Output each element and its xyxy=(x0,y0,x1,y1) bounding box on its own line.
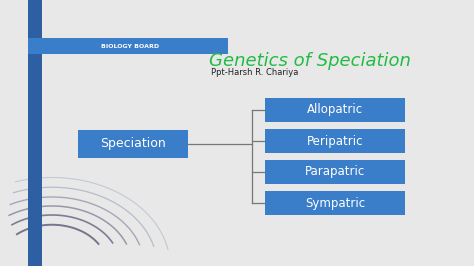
FancyBboxPatch shape xyxy=(78,130,188,158)
Text: Ppt-Harsh R. Chariya: Ppt-Harsh R. Chariya xyxy=(211,68,299,77)
Text: BIOLOGY BOARD: BIOLOGY BOARD xyxy=(101,44,159,48)
Text: Peripatric: Peripatric xyxy=(307,135,363,148)
Text: Speciation: Speciation xyxy=(100,138,166,151)
Text: Allopatric: Allopatric xyxy=(307,103,363,117)
FancyBboxPatch shape xyxy=(265,129,405,153)
FancyBboxPatch shape xyxy=(265,98,405,122)
FancyBboxPatch shape xyxy=(265,191,405,215)
Text: Genetics of Speciation: Genetics of Speciation xyxy=(209,52,411,70)
FancyBboxPatch shape xyxy=(28,38,228,54)
FancyBboxPatch shape xyxy=(28,0,42,266)
Text: Sympatric: Sympatric xyxy=(305,197,365,210)
Text: Parapatric: Parapatric xyxy=(305,165,365,178)
FancyBboxPatch shape xyxy=(265,160,405,184)
